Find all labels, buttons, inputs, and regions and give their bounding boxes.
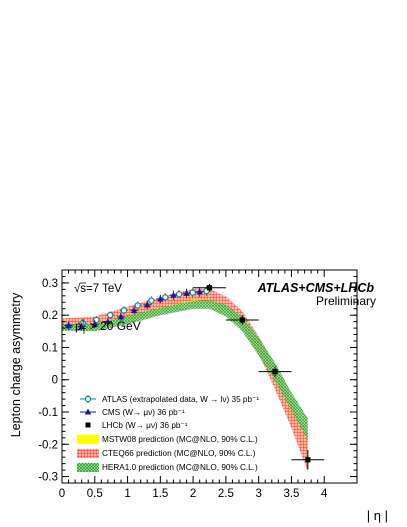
cms-point [104, 318, 112, 325]
pt-cut-sub: T [81, 327, 86, 336]
y-tick-label: -0.2 [38, 439, 58, 451]
atlas-point [175, 291, 183, 298]
legend-entry-atlas: ATLAS (extrapolated data, W → lν) 35 pb⁻… [80, 395, 259, 404]
cms-point [117, 313, 125, 320]
y-tick-label: 0.1 [42, 342, 58, 354]
axis-ticks: 0 0.5 1 1.5 2 2.5 3 3.5 4 0.3 0.2 0.1 0 -0.1 -0.2 -0.3 [38, 270, 357, 500]
x-axis-title: | η | [367, 508, 388, 523]
atlas-point [106, 311, 114, 319]
x-tick-label: 2.5 [218, 488, 234, 500]
legend-swatch-mstw [77, 435, 99, 444]
lhcb-point [206, 285, 213, 291]
x-tick-label: 3.5 [283, 488, 299, 500]
legend-entry-hera: HERA1.0 prediction (MC@NLO, 90% C.L.) [77, 463, 258, 472]
cms-point [183, 289, 190, 296]
x-tick-label: 3 [255, 488, 261, 500]
legend-label-cteq: CTEQ66 prediction (MC@NLO, 90% C.L.) [102, 449, 256, 458]
chart-subtitle: Preliminary [316, 294, 376, 308]
cms-point [157, 295, 164, 302]
y-tick-label: 0.2 [42, 310, 58, 322]
atlas-point [148, 297, 155, 304]
legend-entry-lhcb: LHCb (W→ μν) 36 pb⁻¹ [85, 421, 188, 430]
y-tick-label: -0.3 [38, 472, 58, 484]
legend-entry-cms: CMS (W→ μν) 36 pb⁻¹ [80, 408, 185, 417]
chart-title: ATLAS+CMS+LHCb [257, 281, 375, 295]
pt-cut-label: pl T > 20 GeV [75, 318, 141, 336]
pt-cut-rest: > 20 GeV [86, 319, 140, 333]
legend-label-cms: CMS (W→ μν) 36 pb⁻¹ [102, 408, 185, 417]
pt-cut-p: p [75, 319, 82, 333]
x-tick-label: 0 [59, 488, 65, 500]
prediction-bands [62, 288, 308, 472]
pt-cut-sup: l [82, 318, 84, 327]
cms-point [196, 288, 203, 295]
y-tick-label: -0.1 [38, 407, 58, 419]
data-points [64, 283, 325, 470]
cms-point [144, 301, 151, 308]
lhcb-point [272, 369, 278, 375]
legend-label-lhcb: LHCb (W→ μν) 36 pb⁻¹ [102, 421, 188, 430]
lhcb-point [305, 457, 311, 463]
legend: ATLAS (extrapolated data, W → lν) 35 pb⁻… [77, 395, 259, 472]
atlas-point [120, 307, 128, 314]
legend-marker-cms [84, 408, 92, 415]
y-axis-title: Lepton charge asymmetry [9, 292, 23, 437]
x-tick-label: 4 [321, 488, 328, 500]
hera10-band [62, 300, 308, 441]
cms-point [170, 291, 177, 298]
legend-entry-cteq: CTEQ66 prediction (MC@NLO, 90% C.L.) [77, 449, 256, 458]
legend-swatch-cteq [77, 449, 99, 458]
cteq66-band [62, 288, 308, 472]
y-tick-label: 0.3 [42, 278, 58, 290]
x-tick-label: 2 [190, 488, 196, 500]
atlas-point [134, 302, 141, 309]
y-tick-label: 0 [52, 375, 58, 387]
legend-marker-atlas [84, 395, 92, 403]
cms-point [65, 322, 72, 329]
cms-point [78, 323, 85, 330]
x-tick-label: 1.5 [152, 488, 168, 500]
x-tick-label: 0.5 [87, 488, 103, 500]
atlas-point [189, 289, 196, 296]
legend-label-atlas: ATLAS (extrapolated data, W → lν) 35 pb⁻… [102, 395, 259, 404]
x-tick-label: 1 [124, 488, 130, 500]
lhcb-point [239, 317, 245, 323]
cms-point [91, 320, 98, 327]
legend-label-mstw: MSTW08 prediction (MC@NLO, 90% C.L.) [102, 435, 258, 444]
energy-label: √s=7 TeV [74, 282, 122, 295]
cms-point [130, 307, 138, 313]
legend-label-hera: HERA1.0 prediction (MC@NLO, 90% C.L.) [102, 463, 258, 472]
legend-entry-mstw: MSTW08 prediction (MC@NLO, 90% C.L.) [77, 435, 258, 444]
legend-marker-lhcb [85, 422, 91, 428]
plot-frame [61, 269, 358, 484]
legend-swatch-hera [77, 463, 99, 472]
